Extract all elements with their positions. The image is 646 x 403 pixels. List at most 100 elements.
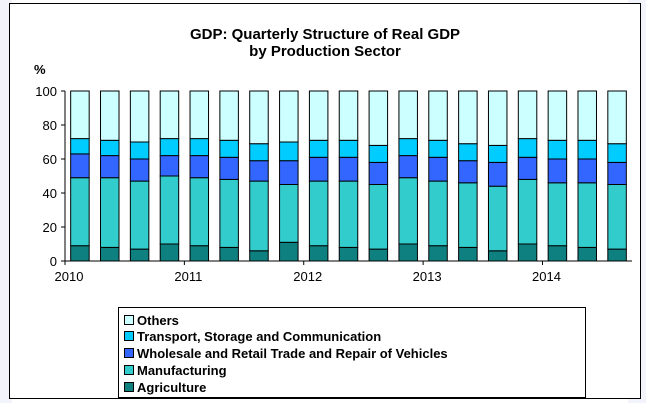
bar-segment bbox=[279, 184, 299, 243]
bar-segment bbox=[398, 243, 418, 262]
bar-segment bbox=[547, 182, 568, 247]
legend: Others Transport, Storage and Communicat… bbox=[118, 307, 586, 398]
legend-label-agriculture: Agriculture bbox=[137, 379, 207, 395]
legend-item-transport: Transport, Storage and Communication bbox=[124, 328, 381, 344]
legend-label-manufacturing: Manufacturing bbox=[137, 362, 227, 378]
bar-segment bbox=[129, 141, 150, 160]
bar-segment bbox=[607, 90, 627, 145]
bar-segment bbox=[70, 177, 90, 247]
bar-segment bbox=[279, 90, 299, 143]
legend-swatch-agriculture bbox=[124, 382, 134, 392]
chart-title: GDP: Quarterly Structure of Real GDP bbox=[189, 26, 461, 43]
bar-segment bbox=[189, 245, 210, 262]
bar-segment bbox=[607, 184, 627, 250]
x-tick-label: 2012 bbox=[293, 269, 322, 284]
bar-segment bbox=[159, 175, 180, 245]
y-tick-label: 20 bbox=[43, 220, 57, 235]
bar-segment bbox=[219, 178, 239, 248]
bar-segment bbox=[368, 248, 389, 262]
bar-segment bbox=[70, 153, 90, 179]
bar-segment bbox=[547, 90, 568, 141]
bar-segment bbox=[279, 160, 299, 185]
bar-segment bbox=[308, 180, 329, 247]
bar-segment bbox=[189, 138, 210, 157]
legend-item-wholesale: Wholesale and Retail Trade and Repair of… bbox=[124, 345, 448, 361]
y-tick-label: 40 bbox=[43, 186, 57, 201]
bar-segment bbox=[189, 177, 210, 247]
bar-segment bbox=[487, 250, 508, 262]
legend-swatch-manufacturing bbox=[124, 365, 134, 375]
bar-segment bbox=[338, 90, 359, 141]
y-axis-unit-label: % bbox=[34, 62, 46, 77]
bar-segment bbox=[338, 180, 359, 248]
y-tick-label: 60 bbox=[43, 152, 57, 167]
bar-segment bbox=[308, 90, 329, 141]
bar-segment bbox=[338, 139, 359, 158]
bar-segment bbox=[189, 90, 210, 140]
bar-segment bbox=[547, 139, 568, 160]
bar-segment bbox=[308, 156, 329, 182]
bar-segment bbox=[458, 160, 478, 184]
bar-segment bbox=[577, 246, 597, 262]
bar-segment bbox=[487, 144, 508, 163]
bar-segment bbox=[249, 90, 269, 145]
bar-segment bbox=[189, 155, 210, 179]
y-tick-label: 100 bbox=[35, 84, 57, 99]
bar-segment bbox=[398, 138, 418, 157]
legend-item-manufacturing: Manufacturing bbox=[124, 362, 227, 378]
bar-segment bbox=[428, 156, 448, 182]
bar-segment bbox=[398, 177, 418, 245]
chart-subtitle: by Production Sector bbox=[249, 43, 401, 60]
bar-segment bbox=[607, 143, 627, 163]
bar-segment bbox=[100, 90, 120, 141]
legend-swatch-wholesale bbox=[124, 348, 134, 358]
bar-segment bbox=[607, 248, 627, 262]
x-tick-label: 2014 bbox=[532, 269, 561, 284]
x-tick-label: 2011 bbox=[174, 269, 202, 284]
bar-segment bbox=[70, 90, 90, 140]
bar-segment bbox=[547, 245, 568, 262]
bar-segment bbox=[338, 246, 359, 262]
bar-segment bbox=[458, 246, 478, 262]
bar-segment bbox=[219, 246, 239, 262]
bar-segment bbox=[368, 184, 389, 250]
legend-label-others: Others bbox=[137, 312, 179, 328]
bar-segment bbox=[487, 185, 508, 252]
legend-item-others: Others bbox=[124, 312, 179, 328]
legend-item-agriculture: Agriculture bbox=[124, 379, 206, 395]
bar-segment bbox=[547, 158, 568, 184]
bar-segment bbox=[458, 90, 478, 145]
bar-segment bbox=[428, 180, 448, 247]
bar-segment bbox=[308, 139, 329, 158]
bar-segment bbox=[279, 241, 299, 262]
bar-segment bbox=[70, 245, 90, 262]
bar-segment bbox=[159, 155, 180, 177]
bar-segment bbox=[428, 245, 448, 262]
bar-segment bbox=[249, 160, 269, 182]
bar-segment bbox=[159, 90, 180, 140]
legend-label-wholesale: Wholesale and Retail Trade and Repair of… bbox=[137, 345, 448, 361]
bar-segment bbox=[487, 90, 508, 146]
bar-segment bbox=[368, 144, 389, 163]
bar-segment bbox=[607, 161, 627, 185]
legend-swatch-others bbox=[124, 315, 134, 325]
bar-segment bbox=[249, 143, 269, 162]
bar-segment bbox=[279, 141, 299, 162]
bar-segment bbox=[129, 158, 150, 182]
bar-segment bbox=[129, 248, 150, 262]
bar-segment bbox=[577, 182, 597, 248]
bar-segment bbox=[577, 139, 597, 160]
bar-segment bbox=[398, 90, 418, 140]
bar-segment bbox=[159, 243, 180, 262]
bar-segment bbox=[308, 245, 329, 262]
bar-segment bbox=[517, 243, 538, 262]
bar-segment bbox=[249, 250, 269, 262]
bar-segment bbox=[398, 155, 418, 179]
bar-segment bbox=[458, 182, 478, 248]
bar-segment bbox=[219, 139, 239, 158]
x-tick-label: 2010 bbox=[55, 269, 84, 284]
chart-frame: GDP: Quarterly Structure of Real GDP by … bbox=[9, 3, 641, 399]
bar-segment bbox=[70, 138, 90, 155]
y-tick-label: 0 bbox=[50, 254, 57, 269]
bar-segment bbox=[100, 155, 120, 179]
